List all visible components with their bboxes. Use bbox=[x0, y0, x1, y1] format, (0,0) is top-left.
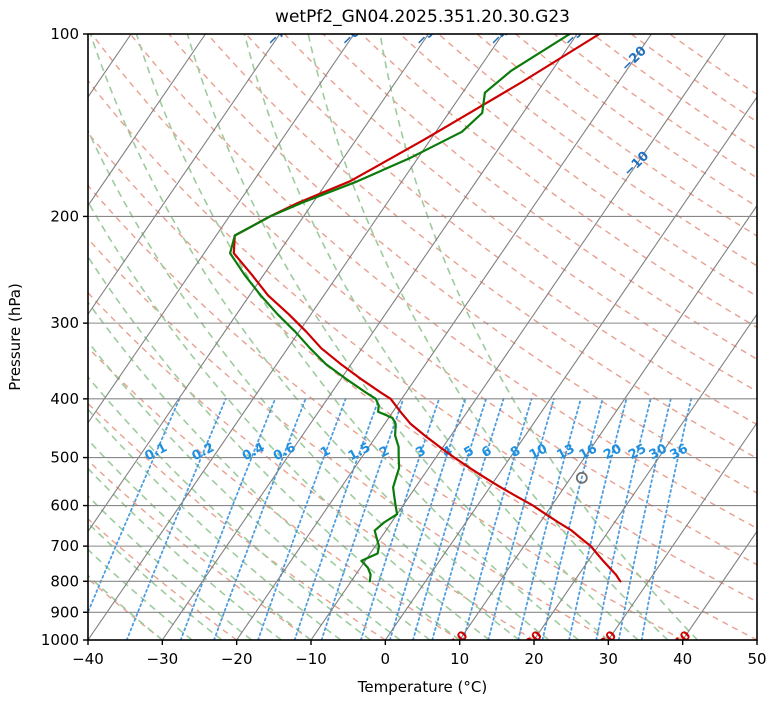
mixing-ratio-label: 36 bbox=[668, 441, 691, 463]
sounding-profiles bbox=[229, 34, 622, 583]
isotherm-label: 10 bbox=[448, 628, 471, 651]
moist-adiabat bbox=[88, 128, 520, 640]
y-tick-label: 800 bbox=[50, 572, 79, 590]
isotherm bbox=[88, 34, 355, 424]
x-axis-label: Temperature (°C) bbox=[357, 678, 487, 696]
mixing-ratio-label: 25 bbox=[626, 441, 649, 463]
y-tick-label: 200 bbox=[50, 207, 79, 225]
moist-adiabat bbox=[88, 300, 431, 640]
y-axis: 100 200 300 400 500 600 700 800 900 1000 Pressure … bbox=[6, 25, 88, 649]
dry-adiabat bbox=[88, 131, 757, 640]
isotherm-label: 30 bbox=[597, 628, 620, 651]
mixing-ratio-label: 20 bbox=[601, 441, 624, 463]
x-tick-label: 30 bbox=[599, 650, 618, 668]
isotherm bbox=[459, 204, 757, 640]
dry-adiabats bbox=[88, 34, 757, 640]
x-tick-label: 40 bbox=[673, 650, 692, 668]
x-tick-label: 0 bbox=[381, 650, 391, 668]
isotherm bbox=[88, 34, 429, 533]
isotherm bbox=[756, 639, 757, 640]
dry-adiabat bbox=[88, 518, 238, 640]
dry-adiabat bbox=[129, 34, 757, 530]
dry-adiabat bbox=[88, 291, 535, 640]
x-tick-label: 10 bbox=[450, 650, 469, 668]
y-tick-label: 900 bbox=[50, 603, 79, 621]
x-tick-label: −20 bbox=[221, 650, 253, 668]
dry-adiabat bbox=[91, 34, 757, 566]
x-tick-label: −40 bbox=[72, 650, 104, 668]
mixing-ratio-label: 16 bbox=[577, 441, 600, 463]
lcl-marker bbox=[575, 471, 588, 484]
x-tick-label: −30 bbox=[147, 650, 179, 668]
dry-adiabat bbox=[88, 237, 609, 640]
moist-adiabat bbox=[88, 438, 312, 640]
moist-adiabat bbox=[88, 548, 193, 640]
isotherm bbox=[533, 313, 757, 640]
dry-adiabat bbox=[88, 459, 312, 640]
dry-adiabat bbox=[245, 34, 757, 426]
dry-adiabat bbox=[206, 34, 757, 460]
isotherm bbox=[682, 530, 757, 640]
profile-dewpoint bbox=[229, 34, 571, 583]
dry-adiabat bbox=[399, 34, 757, 298]
moist-adiabat bbox=[243, 34, 639, 640]
dry-adiabat bbox=[88, 79, 757, 603]
moist-adiabat bbox=[88, 375, 371, 640]
x-axis: −40 −30 −20 −10 0 10 20 30 40 50 Temperature (°C) bbox=[72, 640, 767, 696]
markers bbox=[575, 471, 588, 484]
isotherm bbox=[236, 34, 652, 640]
y-tick-label: 300 bbox=[50, 314, 79, 332]
moist-adiabat bbox=[88, 340, 401, 640]
dry-adiabat bbox=[283, 34, 757, 393]
dry-adiabat bbox=[322, 34, 757, 360]
isotherm bbox=[88, 34, 281, 316]
isotherm bbox=[310, 34, 727, 640]
moist-adiabat bbox=[88, 408, 342, 640]
y-tick-label: 100 bbox=[50, 25, 79, 43]
isotherm bbox=[384, 96, 757, 640]
x-tick-label: 50 bbox=[747, 650, 766, 668]
dry-adiabat bbox=[168, 34, 757, 494]
y-tick-label: 500 bbox=[50, 449, 79, 467]
x-tick-label: −10 bbox=[295, 650, 327, 668]
mixing-ratio-label: 13 bbox=[555, 441, 578, 463]
isotherm bbox=[607, 421, 757, 640]
dry-adiabat bbox=[88, 346, 461, 640]
isotherm-label: 20 bbox=[522, 628, 545, 651]
isotherms bbox=[88, 34, 757, 640]
plot-frame bbox=[87, 33, 758, 641]
moist-adiabat bbox=[186, 34, 609, 640]
y-axis-label: Pressure (hPa) bbox=[6, 283, 24, 391]
moist-adiabat bbox=[88, 255, 461, 640]
y-tick-label: 1000 bbox=[41, 631, 79, 649]
moist-adiabat bbox=[135, 34, 580, 640]
pressure-gridlines bbox=[88, 34, 757, 640]
y-tick-label: 400 bbox=[50, 390, 79, 408]
dry-adiabat bbox=[88, 184, 684, 640]
dry-adiabat bbox=[361, 34, 757, 329]
y-tick-label: 700 bbox=[50, 537, 79, 555]
x-tick-label: 20 bbox=[524, 650, 543, 668]
isotherm bbox=[88, 34, 206, 207]
mixing-ratio-label: 10 bbox=[527, 441, 550, 463]
plot-background bbox=[88, 34, 757, 640]
chart-title: wetPf2_GN04.2025.351.20.30.G23 bbox=[275, 7, 570, 27]
moist-adiabat bbox=[88, 200, 490, 640]
moist-adiabat bbox=[307, 34, 669, 640]
dry-adiabat bbox=[88, 577, 163, 640]
moist-adiabats bbox=[88, 34, 699, 640]
mixing-ratio-label: 30 bbox=[647, 441, 670, 463]
isotherm-label: 40 bbox=[671, 628, 694, 651]
isotherm bbox=[161, 34, 578, 640]
moist-adiabat bbox=[88, 574, 163, 640]
y-tick-label: 600 bbox=[50, 497, 79, 515]
